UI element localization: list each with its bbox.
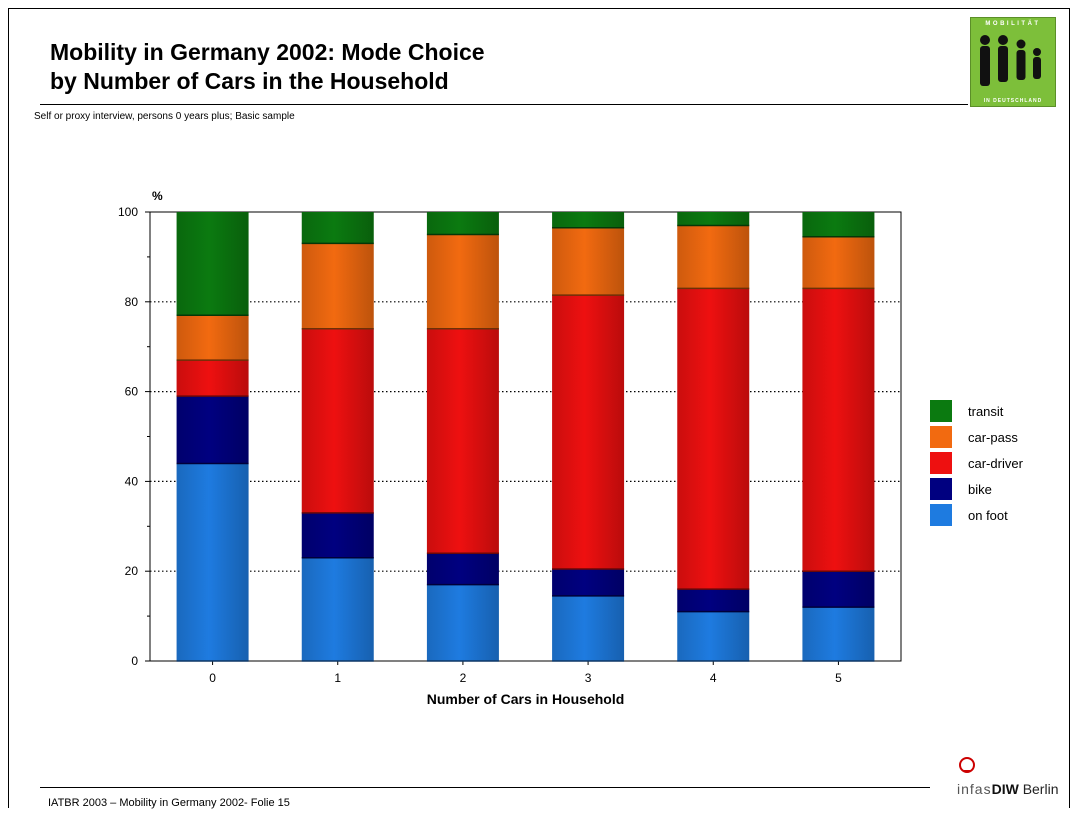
x-tick-label-1: 1 [334,671,341,685]
legend-label: transit [968,403,1004,419]
bar-on-foot-5 [802,607,875,661]
legend-label: bike [968,481,992,497]
slide-title: Mobility in Germany 2002: Mode Choice by… [50,38,485,96]
footer-divider [40,787,930,788]
x-tick-label-5: 5 [835,671,842,685]
legend-label: car-driver [968,455,1023,471]
bar-bike-1 [301,512,374,558]
slide-frame [8,8,1070,808]
y-tick-label-60: 60 [125,385,139,399]
legend-label: on foot [968,507,1008,523]
bar-car-driver-4 [677,288,750,590]
bar-car-pass-4 [677,225,750,289]
people-icon [980,35,1041,86]
sample-note: Self or proxy interview, persons 0 years… [34,111,295,122]
bar-transit-2 [426,212,499,235]
bar-transit-4 [677,212,750,226]
bar-on-foot-2 [426,584,499,661]
legend-swatch [930,452,952,474]
x-tick-label-0: 0 [209,671,216,685]
title-divider [40,104,968,105]
y-tick-label-80: 80 [125,295,139,309]
slide-title-line-2: by Number of Cars in the Household [50,68,449,94]
seal-icon [959,757,975,773]
bar-car-pass-0 [176,315,249,361]
bar-on-foot-0 [176,463,249,661]
brand-diw: DIW [991,781,1019,797]
brand-city: Berlin [1022,781,1059,797]
brand-text: infasDIW Berlin [957,781,1058,797]
x-tick-label-2: 2 [460,671,467,685]
y-tick-label-0: 0 [131,654,138,668]
bar-bike-5 [802,571,875,608]
x-tick-label-4: 4 [710,671,717,685]
bar-bike-4 [677,589,750,612]
bar-car-pass-3 [552,227,625,296]
legend-item-on-foot: on foot [930,502,1023,528]
bar-transit-1 [301,212,374,244]
footer-text: IATBR 2003 – Mobility in Germany 2002- F… [48,797,290,809]
bar-car-driver-0 [176,360,249,397]
slide-title-line-1: Mobility in Germany 2002: Mode Choice [50,39,485,65]
bar-on-foot-3 [552,595,625,661]
bar-on-foot-4 [677,611,750,661]
bar-bike-3 [552,568,625,596]
y-axis-label: % [152,189,163,203]
legend-swatch [930,478,952,500]
bar-car-pass-2 [426,234,499,329]
bar-car-driver-3 [552,295,625,569]
bar-bike-2 [426,553,499,585]
bar-bike-0 [176,396,249,464]
bar-transit-3 [552,212,625,228]
chart-legend: transit car-pass car-driver bike on foot [930,398,1023,528]
legend-item-transit: transit [930,398,1023,424]
legend-item-car-driver: car-driver [930,450,1023,476]
bar-on-foot-1 [301,557,374,661]
legend-swatch [930,504,952,526]
bar-car-driver-2 [426,328,499,554]
logo-text-top: MOBILITÄT [985,21,1041,27]
logo-text-bottom: IN DEUTSCHLAND [983,98,1043,104]
legend-label: car-pass [968,429,1018,445]
x-tick-label-3: 3 [585,671,592,685]
bar-car-driver-5 [802,288,875,572]
brand-infas: infas [957,781,992,797]
y-tick-label-40: 40 [125,474,139,488]
x-axis-label: Number of Cars in Household [427,691,625,707]
legend-item-bike: bike [930,476,1023,502]
infas-diw-logo: infasDIW Berlin [927,757,1077,803]
legend-swatch [930,426,952,448]
plot-area [149,211,902,662]
y-tick-label-20: 20 [125,564,139,578]
legend-swatch [930,400,952,422]
bar-transit-5 [802,212,875,237]
legend-item-car-pass: car-pass [930,424,1023,450]
bar-car-pass-5 [802,236,875,289]
bar-transit-0 [176,212,249,316]
y-tick-label-100: 100 [118,205,138,219]
mobility-logo: MOBILITÄT IN DEUTSCHLAND [970,17,1056,107]
bar-car-pass-1 [301,243,374,329]
bar-car-driver-1 [301,328,374,513]
